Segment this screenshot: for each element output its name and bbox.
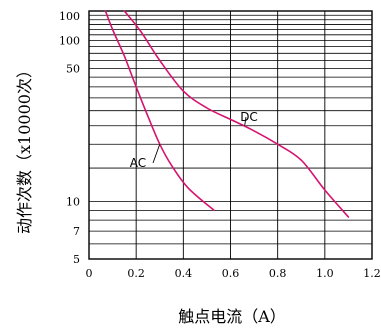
x-axis-title: 触点电流（A） <box>178 307 286 326</box>
y-tick-label: 10 <box>66 196 80 209</box>
series-labels: AC DC <box>130 110 258 170</box>
x-tick-label: 1.0 <box>316 267 334 280</box>
series-line-dc <box>123 10 350 218</box>
x-tick-label: 0 <box>86 267 93 280</box>
plot-frame <box>88 10 373 260</box>
x-tick-label: 0.4 <box>175 267 193 280</box>
x-tick-label: 0.8 <box>269 267 287 280</box>
series-label-dc: DC <box>240 110 258 124</box>
x-tick-label: 0.6 <box>222 267 240 280</box>
series-group <box>104 10 350 218</box>
label-leader-dc <box>244 116 247 126</box>
series-label-ac: AC <box>130 156 146 170</box>
y-tick-label: 5 <box>73 253 80 266</box>
y-axis-title: 动作次数（x10000次） <box>15 62 34 234</box>
label-leader-ac <box>152 144 161 164</box>
y-tick-label: 100 <box>59 10 80 23</box>
series-line-ac <box>104 10 215 212</box>
y-tick-label: 50 <box>66 62 80 75</box>
x-tick-label: 1.2 <box>363 267 381 280</box>
y-tick-label: 7 <box>73 225 80 238</box>
tick-labels: 0 0.2 0.4 0.6 0.8 1.0 1.2 5 7 10 50 100 100 <box>59 10 381 280</box>
x-tick-label: 0.2 <box>127 267 145 280</box>
grid-lines <box>88 10 373 260</box>
y-tick-label: 100 <box>59 35 80 48</box>
